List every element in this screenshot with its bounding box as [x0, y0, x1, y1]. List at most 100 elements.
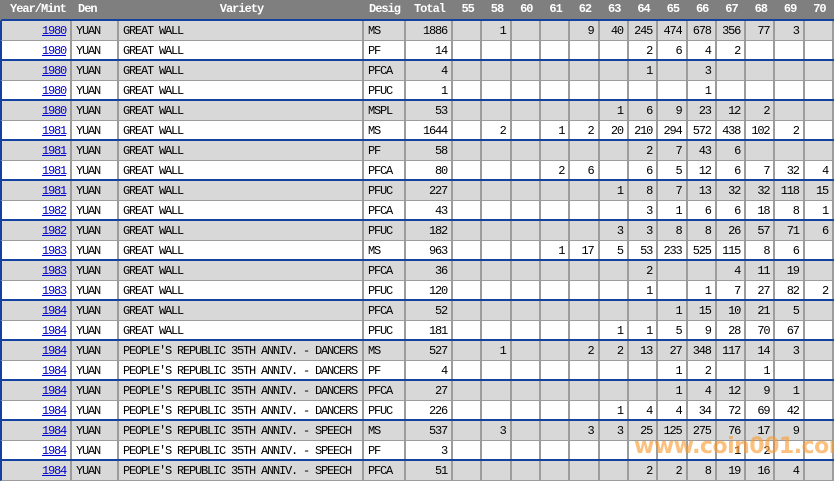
grade-65-cell: 7 [658, 141, 688, 160]
year-link[interactable]: 1984 [41, 344, 67, 358]
column-header-67: 67 [725, 2, 738, 16]
grade-61-cell [541, 321, 571, 339]
grade-67-cell: 12 [717, 381, 747, 400]
grade-65-cell: 294 [658, 121, 688, 139]
year-link[interactable]: 1980 [41, 24, 67, 38]
grade-68-cell: 16 [746, 461, 776, 480]
grade-70-cell [805, 81, 834, 99]
den-cell: YUAN [72, 241, 119, 259]
grade-65-cell [658, 61, 688, 80]
total-cell: 58 [406, 141, 453, 160]
total-cell: 51 [406, 461, 453, 480]
column-header-69: 69 [783, 2, 797, 16]
den-cell: YUAN [72, 361, 119, 379]
grade-64-cell [629, 361, 659, 379]
year-link[interactable]: 1983 [41, 264, 67, 278]
table-row: 1984 YUAN GREAT WALL PFUC 181 1 1 5 9 28 70 67 [0, 321, 834, 341]
year-link[interactable]: 1980 [41, 44, 67, 58]
year-link[interactable]: 1980 [41, 84, 67, 98]
total-cell: 4 [406, 61, 453, 80]
den-cell: YUAN [72, 121, 119, 139]
grade-60-cell [512, 141, 541, 160]
year-link[interactable]: 1983 [41, 284, 67, 298]
grade-64-cell: 6 [629, 161, 659, 179]
grade-63-cell [600, 361, 629, 379]
year-link[interactable]: 1981 [41, 164, 67, 178]
total-cell: 80 [406, 161, 453, 179]
year-link[interactable]: 1984 [41, 324, 67, 338]
year-link[interactable]: 1984 [41, 464, 67, 478]
grade-62-cell [570, 401, 600, 419]
grade-67-cell: 2 [717, 41, 747, 59]
year-link[interactable]: 1984 [41, 424, 67, 438]
total-cell: 120 [406, 281, 453, 299]
variety-cell: GREAT WALL [119, 141, 364, 160]
year-link[interactable]: 1984 [41, 384, 67, 398]
total-cell: 1886 [406, 21, 453, 40]
grade-60-cell [512, 441, 541, 459]
grade-61-cell [541, 81, 571, 99]
grade-70-cell [805, 241, 834, 259]
den-cell: YUAN [72, 21, 119, 40]
table-row: 1982 YUAN GREAT WALL PFUC 182 3 3 8 8 26 57 71 6 [0, 221, 834, 241]
desig-cell: PF [364, 441, 406, 459]
column-header-desig: Desig [369, 2, 401, 16]
table-row: 1980 YUAN GREAT WALL PFCA 4 1 3 [0, 61, 834, 81]
grade-62-cell [570, 41, 600, 59]
year-mint-cell: 1980 [2, 41, 72, 59]
year-link[interactable]: 1982 [41, 204, 67, 218]
year-link[interactable]: 1983 [41, 244, 67, 258]
grade-69-cell: 4 [775, 461, 805, 480]
table-row: 1981 YUAN GREAT WALL PF 58 2 7 43 6 [0, 141, 834, 161]
variety-cell: GREAT WALL [119, 161, 364, 179]
grade-68-cell: 2 [746, 101, 776, 120]
table-row: 1983 YUAN GREAT WALL PFUC 120 1 1 7 27 82 2 [0, 281, 834, 301]
grade-61-cell [541, 41, 571, 59]
grade-55-cell [453, 421, 483, 440]
grade-64-cell: 1 [629, 281, 659, 299]
grade-64-cell: 8 [629, 181, 659, 200]
year-link[interactable]: 1980 [41, 64, 67, 78]
grade-60-cell [512, 301, 541, 320]
year-link[interactable]: 1981 [41, 184, 67, 198]
grade-55-cell [453, 61, 483, 80]
total-cell: 43 [406, 201, 453, 219]
grade-66-cell: 8 [688, 461, 717, 480]
grade-60-cell [512, 381, 541, 400]
grade-70-cell [805, 21, 834, 40]
grade-70-cell [805, 261, 834, 280]
table-row: 1984 YUAN PEOPLE'S REPUBLIC 35TH ANNIV. - … [0, 381, 834, 401]
year-link[interactable]: 1980 [41, 104, 67, 118]
year-link[interactable]: 1984 [41, 404, 67, 418]
year-link[interactable]: 1984 [41, 304, 67, 318]
grade-66-cell: 2 [688, 361, 717, 379]
year-link[interactable]: 1982 [41, 224, 67, 238]
grade-70-cell [805, 121, 834, 139]
grade-70-cell [805, 301, 834, 320]
column-header-61: 61 [549, 2, 562, 16]
grade-69-cell [775, 41, 805, 59]
grade-62-cell [570, 101, 600, 120]
year-link[interactable]: 1981 [41, 124, 67, 138]
total-cell: 27 [406, 381, 453, 400]
den-cell: YUAN [72, 161, 119, 179]
grade-68-cell: 7 [746, 161, 776, 179]
grade-70-cell: 15 [805, 181, 834, 200]
desig-cell: PFCA [364, 61, 406, 80]
grade-63-cell [600, 41, 629, 59]
grade-70-cell [805, 41, 834, 59]
grade-68-cell: 2 [746, 441, 776, 459]
grade-62-cell [570, 361, 600, 379]
grade-63-cell [600, 261, 629, 280]
variety-cell: GREAT WALL [119, 261, 364, 280]
desig-cell: PFCA [364, 461, 406, 480]
grade-61-cell [541, 61, 571, 80]
table-row: 1984 YUAN PEOPLE'S REPUBLIC 35TH ANNIV. - … [0, 441, 834, 461]
grade-60-cell [512, 221, 541, 240]
grade-68-cell: 57 [746, 221, 776, 240]
year-link[interactable]: 1981 [41, 144, 67, 158]
grade-67-cell: 19 [717, 461, 747, 480]
year-link[interactable]: 1984 [41, 444, 67, 458]
year-link[interactable]: 1984 [41, 364, 67, 378]
grade-58-cell [482, 361, 512, 379]
